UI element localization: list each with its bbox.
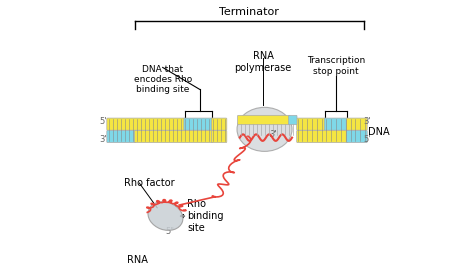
Text: RNA: RNA bbox=[128, 255, 148, 265]
Text: DNA that
encodes Rho
binding site: DNA that encodes Rho binding site bbox=[134, 65, 192, 95]
Text: Rho factor: Rho factor bbox=[124, 178, 175, 188]
FancyBboxPatch shape bbox=[289, 115, 297, 125]
Text: Transcription
stop point: Transcription stop point bbox=[307, 56, 365, 76]
Ellipse shape bbox=[237, 107, 292, 152]
Text: RNA
polymerase: RNA polymerase bbox=[235, 51, 292, 73]
FancyBboxPatch shape bbox=[211, 130, 227, 143]
Text: 5": 5" bbox=[165, 227, 174, 236]
Text: 5': 5' bbox=[100, 116, 107, 126]
FancyBboxPatch shape bbox=[346, 130, 367, 143]
FancyBboxPatch shape bbox=[237, 115, 290, 125]
Text: 3': 3' bbox=[100, 135, 107, 143]
FancyBboxPatch shape bbox=[211, 118, 227, 130]
Text: 3': 3' bbox=[363, 116, 371, 126]
FancyBboxPatch shape bbox=[297, 118, 326, 130]
Text: 5': 5' bbox=[363, 135, 371, 143]
Text: Terminator: Terminator bbox=[219, 6, 279, 16]
FancyBboxPatch shape bbox=[297, 130, 348, 143]
Text: Rho
binding
site: Rho binding site bbox=[187, 199, 224, 233]
FancyBboxPatch shape bbox=[134, 130, 213, 143]
FancyBboxPatch shape bbox=[107, 118, 185, 130]
FancyBboxPatch shape bbox=[324, 118, 348, 130]
FancyBboxPatch shape bbox=[184, 118, 213, 130]
Ellipse shape bbox=[148, 202, 183, 230]
Text: DNA: DNA bbox=[368, 127, 389, 137]
Text: 3': 3' bbox=[270, 130, 278, 139]
FancyBboxPatch shape bbox=[346, 118, 367, 130]
FancyBboxPatch shape bbox=[107, 130, 136, 143]
